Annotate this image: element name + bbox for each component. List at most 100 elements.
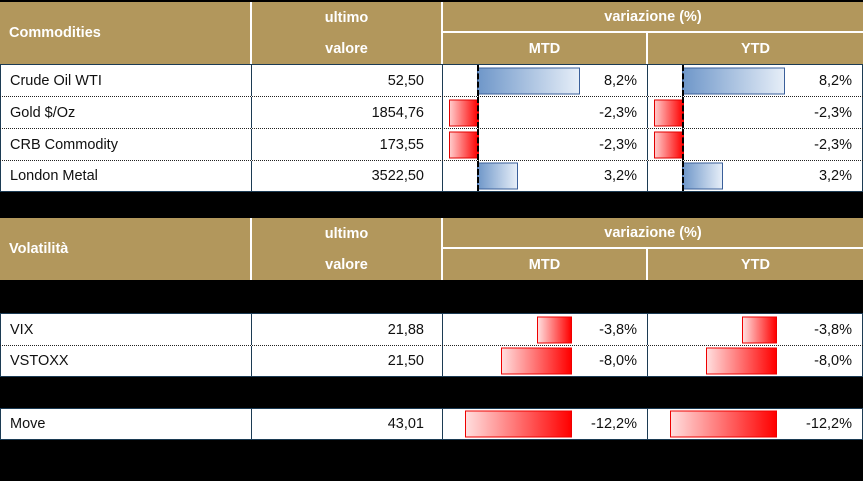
row-ytd-cell: 3,2% (648, 161, 863, 191)
commodities-title-cell: Commodities (0, 2, 252, 64)
row-mtd-percent: 3,2% (603, 168, 637, 184)
row-ytd-cell: -2,3% (648, 97, 863, 128)
commodities-rows: Crude Oil WTI 52,50 8,2% 8,2% Gold $/Oz 1854,… (0, 64, 863, 192)
row-mtd-percent: -8,0% (599, 353, 637, 369)
row-ytd-cell: -12,2% (648, 409, 863, 439)
bar-negative (448, 99, 479, 126)
volatilita-ultimo-label: ultimo (324, 225, 369, 242)
bar-axis-line (682, 161, 684, 191)
volatilita-variazione-label: variazione (%) (604, 224, 702, 241)
row-mtd-cell: 8,2% (443, 65, 648, 96)
volatilita-valore-cell: valore (252, 249, 443, 280)
commodities-title: Commodities (9, 25, 101, 41)
row-mtd-percent: -12,2% (591, 416, 637, 432)
row-last-value: 52,50 (252, 65, 443, 96)
bar-negative (537, 316, 572, 343)
row-label: Move (0, 409, 252, 439)
volatilita-mtd-header: MTD (443, 249, 648, 280)
volatilita-rows: VIX 21,88 -3,8% -3,8% VSTOXX 21,50 -8,0% -8,0% (0, 313, 863, 377)
bar-axis-line (682, 97, 684, 128)
table-row[interactable]: Gold $/Oz 1854,76 -2,3% -2,3% (0, 96, 863, 128)
bar-positive (682, 67, 785, 94)
bar-axis-line (477, 65, 479, 96)
row-ytd-percent: -2,3% (814, 136, 852, 153)
bar-negative (653, 131, 684, 158)
volatilita-mtd-label: MTD (528, 256, 561, 273)
commodities-header: Commodities ultimo variazione (%) valore… (0, 2, 863, 64)
row-last-value: 3522,50 (252, 161, 443, 191)
bar-negative (670, 410, 777, 438)
row-last-value: 173,55 (252, 129, 443, 160)
commodities-ytd-label: YTD (741, 40, 770, 57)
volatilita-header: Volatilità ultimo variazione (%) valore … (0, 218, 863, 280)
commodities-ultimo-cell: ultimo (252, 2, 443, 33)
table-row[interactable]: Crude Oil WTI 52,50 8,2% 8,2% (0, 64, 863, 96)
bar-negative (706, 347, 777, 375)
volatilita-gap-1 (0, 280, 863, 313)
row-ytd-cell: -3,8% (648, 314, 863, 345)
row-ytd-cell: 8,2% (648, 65, 863, 96)
commodities-valore-cell: valore (252, 33, 443, 64)
row-last-value: 21,50 (252, 346, 443, 376)
table-row[interactable]: London Metal 3522,50 3,2% 3,2% (0, 160, 863, 192)
row-ytd-percent: -2,3% (814, 104, 852, 121)
row-label: VSTOXX (0, 346, 252, 376)
row-mtd-percent: -3,8% (599, 321, 637, 338)
bar-axis-line (682, 129, 684, 160)
row-ytd-cell: -8,0% (648, 346, 863, 376)
bar-positive (682, 162, 724, 190)
volatilita-extra-rows: Move 43,01 -12,2% -12,2% (0, 408, 863, 440)
row-mtd-cell: -2,3% (443, 129, 648, 160)
row-label: VIX (0, 314, 252, 345)
volatilita-gap-2 (0, 377, 863, 408)
volatilita-valore-label: valore (325, 256, 368, 273)
commodities-mtd-header: MTD (443, 33, 648, 64)
row-mtd-percent: -2,3% (599, 136, 637, 153)
row-mtd-percent: -2,3% (599, 104, 637, 121)
table-row[interactable]: CRB Commodity 173,55 -2,3% -2,3% (0, 128, 863, 160)
commodities-variazione-group: variazione (%) (443, 2, 863, 33)
bar-negative (465, 410, 572, 438)
bar-positive (477, 67, 580, 94)
commodities-table: Commodities ultimo variazione (%) valore… (0, 2, 863, 192)
row-ytd-cell: -2,3% (648, 129, 863, 160)
commodities-variazione-label: variazione (%) (604, 8, 702, 25)
commodities-valore-label: valore (325, 40, 368, 57)
row-mtd-percent: 8,2% (603, 72, 637, 89)
commodities-ytd-header: YTD (648, 33, 863, 64)
row-ytd-percent: 8,2% (818, 72, 852, 89)
bar-positive (477, 162, 519, 190)
commodities-ultimo-label: ultimo (324, 9, 369, 26)
bar-axis-line (477, 161, 479, 191)
volatilita-title-cell: Volatilità (0, 218, 252, 280)
row-label: Gold $/Oz (0, 97, 252, 128)
row-label: CRB Commodity (0, 129, 252, 160)
volatilita-variazione-group: variazione (%) (443, 218, 863, 249)
row-last-value: 43,01 (252, 409, 443, 439)
row-ytd-percent: -12,2% (806, 416, 852, 432)
volatilita-ytd-header: YTD (648, 249, 863, 280)
row-label: Crude Oil WTI (0, 65, 252, 96)
bar-negative (448, 131, 479, 158)
volatilita-title: Volatilità (9, 241, 69, 257)
bar-axis-line (682, 65, 684, 96)
row-ytd-percent: -8,0% (814, 353, 852, 369)
bar-axis-line (477, 129, 479, 160)
row-mtd-cell: -2,3% (443, 97, 648, 128)
bar-negative (742, 316, 777, 343)
row-label: London Metal (0, 161, 252, 191)
table-row[interactable]: Move 43,01 -12,2% -12,2% (0, 408, 863, 440)
table-row[interactable]: VSTOXX 21,50 -8,0% -8,0% (0, 345, 863, 377)
volatilita-ytd-label: YTD (741, 256, 770, 273)
bar-axis-line (477, 97, 479, 128)
row-last-value: 21,88 (252, 314, 443, 345)
row-mtd-cell: 3,2% (443, 161, 648, 191)
row-mtd-cell: -8,0% (443, 346, 648, 376)
row-ytd-percent: 3,2% (818, 168, 852, 184)
volatilita-table: Volatilità ultimo variazione (%) valore … (0, 218, 863, 440)
bar-negative (501, 347, 572, 375)
table-row[interactable]: VIX 21,88 -3,8% -3,8% (0, 313, 863, 345)
row-ytd-percent: -3,8% (814, 321, 852, 338)
volatilita-ultimo-cell: ultimo (252, 218, 443, 249)
row-mtd-cell: -12,2% (443, 409, 648, 439)
